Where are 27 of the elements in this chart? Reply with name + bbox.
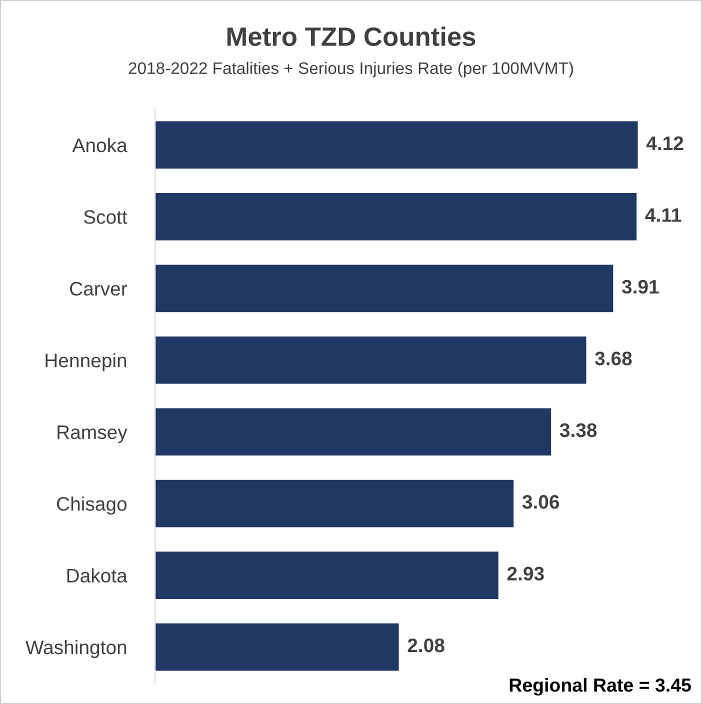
y-tick-label: Washington (26, 640, 126, 658)
chart-title: Metro TZD Counties (227, 26, 476, 46)
chart-subtitle: 2018-2022 Fatalities + Serious Injuries Rate (per 100MVMT) (128, 62, 574, 78)
y-tick-label: Hennepin (46, 353, 126, 372)
data-label: 4.12 (646, 136, 684, 150)
bar (155, 193, 637, 240)
y-tick-label: Dakota (67, 568, 128, 583)
data-label: 3.91 (622, 280, 659, 294)
bar (155, 408, 552, 456)
y-tick-label: Scott (84, 210, 128, 224)
data-label: 3.68 (595, 352, 632, 366)
bar (155, 121, 638, 169)
y-tick-label: Ramsey (58, 426, 128, 443)
annotation: Regional Rate = 3.45 (510, 678, 691, 696)
y-tick-label: Chisago (57, 496, 127, 515)
bar (155, 552, 498, 599)
bar (155, 480, 514, 528)
data-label: 3.38 (560, 423, 597, 438)
bar (155, 623, 399, 671)
bar (155, 336, 586, 384)
y-tick-label: Carver (70, 282, 128, 296)
data-label: 2.93 (507, 566, 544, 581)
data-label: 4.11 (645, 208, 682, 222)
data-label: 2.08 (408, 638, 444, 652)
data-label: 3.06 (522, 495, 560, 509)
y-tick-label: Anoka (72, 138, 128, 152)
bar (155, 264, 614, 312)
